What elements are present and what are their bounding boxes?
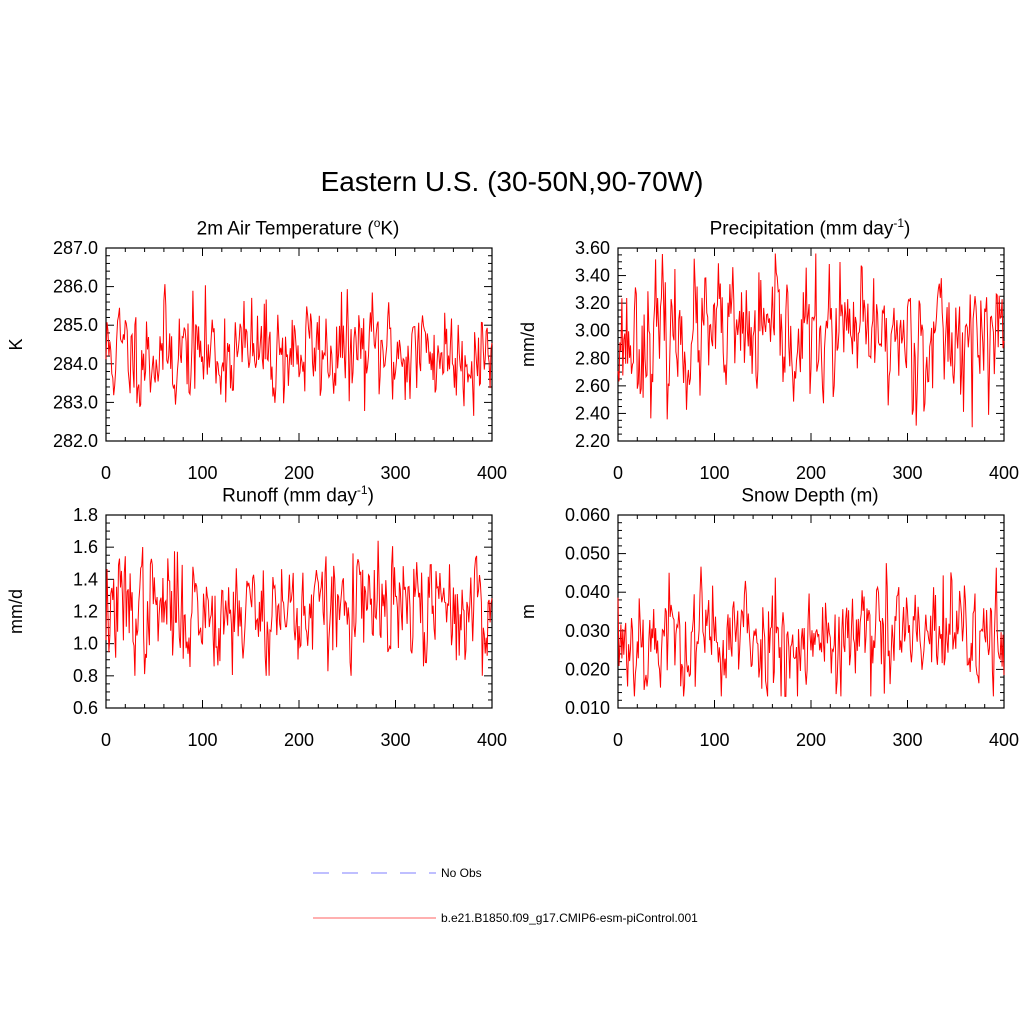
y-tick-label-runoff: 0.6 — [73, 698, 98, 718]
y-axis-label-temperature: K — [6, 338, 26, 350]
x-tick-label-snow-depth: 300 — [892, 730, 922, 750]
x-tick-label-snow-depth: 200 — [796, 730, 826, 750]
x-tick-label-runoff: 300 — [380, 730, 410, 750]
y-tick-label-runoff: 1.6 — [73, 537, 98, 557]
y-tick-label-temperature: 283.0 — [53, 392, 98, 412]
y-axis-label-snow-depth: m — [518, 604, 538, 619]
x-tick-label-snow-depth: 400 — [989, 730, 1019, 750]
y-tick-label-precipitation: 2.80 — [575, 348, 610, 368]
y-tick-label-precipitation: 2.40 — [575, 403, 610, 423]
y-tick-label-temperature: 286.0 — [53, 277, 98, 297]
y-tick-label-runoff: 1.0 — [73, 634, 98, 654]
x-tick-label-precipitation: 300 — [892, 463, 922, 483]
x-tick-label-precipitation: 400 — [989, 463, 1019, 483]
y-tick-label-precipitation: 2.20 — [575, 431, 610, 451]
y-tick-label-temperature: 284.0 — [53, 354, 98, 374]
y-axis-label-precipitation: mm/d — [518, 322, 538, 367]
y-tick-label-runoff: 0.8 — [73, 666, 98, 686]
series-line-runoff — [105, 540, 493, 676]
x-tick-label-temperature: 300 — [380, 463, 410, 483]
y-tick-label-runoff: 1.2 — [73, 602, 98, 622]
plot-frame-snow-depth — [617, 514, 1005, 709]
y-tick-label-snow-depth: 0.020 — [565, 659, 610, 679]
series-line-snow-depth — [617, 563, 1005, 697]
series-line-temperature — [105, 284, 493, 416]
y-tick-label-precipitation: 2.60 — [575, 376, 610, 396]
x-tick-label-snow-depth: 100 — [699, 730, 729, 750]
chart-main-title: Eastern U.S. (30-50N,90-70W) — [320, 166, 704, 197]
y-tick-label-runoff: 1.4 — [73, 569, 98, 589]
panel-title-runoff: Runoff (mm day-1) — [222, 483, 374, 507]
y-axis-label-runoff: mm/d — [6, 589, 26, 634]
x-tick-label-temperature: 400 — [477, 463, 507, 483]
y-tick-label-snow-depth: 0.030 — [565, 621, 610, 641]
y-tick-label-precipitation: 3.20 — [575, 293, 610, 313]
y-tick-label-temperature: 287.0 — [53, 238, 98, 258]
series-line-precipitation — [617, 253, 1005, 428]
x-tick-label-precipitation: 0 — [613, 463, 623, 483]
x-tick-label-runoff: 100 — [187, 730, 217, 750]
x-tick-label-runoff: 200 — [284, 730, 314, 750]
y-tick-label-precipitation: 3.60 — [575, 238, 610, 258]
y-tick-label-precipitation: 3.40 — [575, 266, 610, 286]
y-tick-label-precipitation: 3.00 — [575, 321, 610, 341]
x-tick-label-temperature: 100 — [187, 463, 217, 483]
y-tick-label-snow-depth: 0.010 — [565, 698, 610, 718]
y-tick-label-snow-depth: 0.040 — [565, 582, 610, 602]
panel-title-snow-depth: Snow Depth (m) — [741, 485, 879, 507]
x-tick-label-runoff: 0 — [101, 730, 111, 750]
x-tick-label-precipitation: 200 — [796, 463, 826, 483]
x-tick-label-runoff: 400 — [477, 730, 507, 750]
y-tick-label-snow-depth: 0.050 — [565, 544, 610, 564]
panel-title-precipitation: Precipitation (mm day-1) — [709, 216, 911, 240]
y-tick-label-temperature: 282.0 — [53, 431, 98, 451]
x-tick-label-snow-depth: 0 — [613, 730, 623, 750]
y-tick-label-temperature: 285.0 — [53, 315, 98, 335]
x-tick-label-precipitation: 100 — [699, 463, 729, 483]
x-tick-label-temperature: 200 — [284, 463, 314, 483]
x-tick-label-temperature: 0 — [101, 463, 111, 483]
panel-title-temperature: 2m Air Temperature (oK) — [196, 216, 400, 240]
y-tick-label-snow-depth: 0.060 — [565, 505, 610, 525]
y-tick-label-runoff: 1.8 — [73, 505, 98, 525]
